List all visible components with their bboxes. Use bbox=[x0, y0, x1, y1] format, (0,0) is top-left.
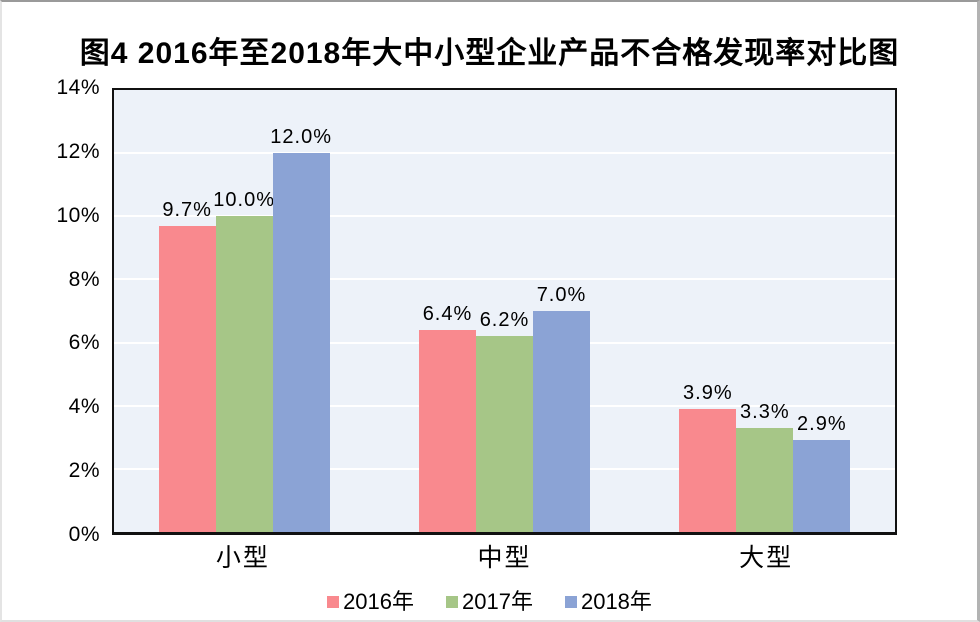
legend: 2016年 2017年 2018年 bbox=[2, 588, 977, 616]
legend-marker-icon bbox=[564, 596, 577, 608]
legend-item-2018年: 2018年 bbox=[564, 588, 652, 616]
bar-2017年-大型: 3.3% bbox=[736, 401, 794, 532]
bar-group-3: 3.9% 3.3% 2.9% bbox=[635, 90, 895, 532]
bar-2017年-小型: 10.0% bbox=[213, 189, 274, 532]
legend-label: 2018年 bbox=[580, 589, 652, 614]
gridline bbox=[114, 215, 895, 218]
y-tick-label: 4% bbox=[68, 395, 100, 419]
bar-value-label: 3.9% bbox=[683, 381, 733, 404]
x-tick-label: 中型 bbox=[477, 544, 532, 572]
legend-label: 2017年 bbox=[462, 589, 533, 614]
legend-label: 2016年 bbox=[343, 589, 415, 614]
y-tick-label: 10% bbox=[56, 203, 100, 227]
bar-2018年-中型: 7.0% bbox=[532, 284, 590, 532]
x-tick-label: 小型 bbox=[215, 544, 270, 572]
bar-group-2: 6.4% 6.2% 7.0% bbox=[374, 90, 634, 532]
plot-area: 9.7% 10.0% 12.0% 6.4% 6.2% 7.0% 3.9% 3.3% 2.9% bbox=[112, 88, 897, 535]
bar-2016年-中型: 6.4% bbox=[418, 303, 476, 532]
chart-title: 图4 2016年至2018年大中小型企业产品不合格发现率对比图 bbox=[79, 37, 900, 70]
y-tick-label: 2% bbox=[68, 459, 100, 483]
legend-item-2016年: 2016年 bbox=[327, 588, 414, 616]
gridline bbox=[114, 278, 895, 281]
bar-2018年-大型: 2.9% bbox=[793, 413, 851, 532]
y-tick-label: 8% bbox=[68, 267, 100, 291]
x-axis: 小型 中型 大型 bbox=[112, 542, 897, 574]
gridline bbox=[114, 152, 895, 155]
bar-value-label: 6.2% bbox=[479, 309, 530, 332]
y-tick-label: 12% bbox=[56, 139, 100, 163]
bar-value-label: 3.3% bbox=[740, 400, 790, 423]
bar-groups: 9.7% 10.0% 12.0% 6.4% 6.2% 7.0% 3.9% 3.3% 2.9% bbox=[114, 90, 895, 532]
bar-2016年-大型: 3.9% bbox=[679, 382, 737, 532]
y-tick-label: 6% bbox=[68, 331, 100, 355]
bar-2018年-小型: 12.0% bbox=[270, 126, 331, 532]
y-tick-label: 14% bbox=[56, 76, 100, 99]
bar-group-1: 9.7% 10.0% 12.0% bbox=[114, 90, 374, 532]
bar-2017年-中型: 6.2% bbox=[475, 309, 533, 532]
legend-marker-icon bbox=[327, 596, 340, 608]
bar-value-label: 7.0% bbox=[536, 284, 587, 306]
y-axis: 0% 2% 4% 6% 8% 10% 12% 14% bbox=[2, 77, 100, 546]
bar-value-label: 10.0% bbox=[213, 189, 276, 212]
legend-item-2017年: 2017年 bbox=[446, 588, 533, 616]
x-tick-label: 大型 bbox=[739, 544, 794, 572]
bar-value-label: 9.7% bbox=[162, 198, 212, 221]
bar-2016年-小型: 9.7% bbox=[158, 199, 216, 532]
bar-value-label: 2.9% bbox=[797, 413, 847, 436]
bar-value-label: 6.4% bbox=[422, 302, 473, 325]
bar-value-label: 12.0% bbox=[270, 126, 333, 149]
y-tick-label: 0% bbox=[68, 523, 100, 546]
legend-marker-icon bbox=[446, 596, 459, 608]
